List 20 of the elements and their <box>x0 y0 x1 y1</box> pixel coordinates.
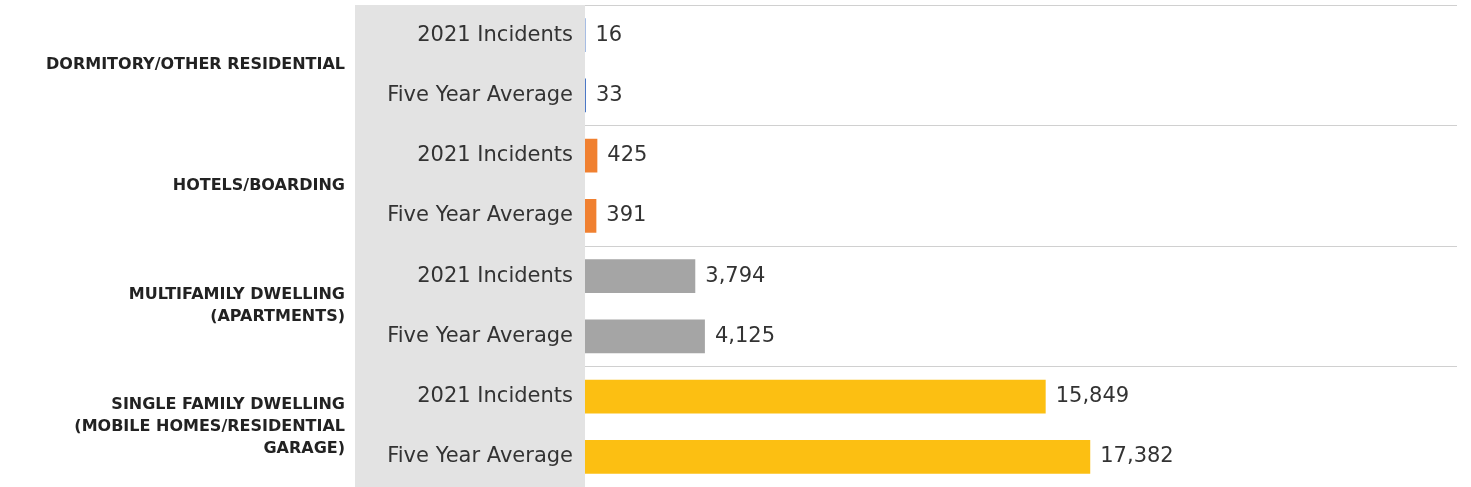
y-tick-label: SINGLE FAMILY DWELLING (MOBILE HOMES/RESIDENTIAL GARAGE) <box>74 393 345 457</box>
series-label: Five Year Average <box>387 81 573 106</box>
data-label: 3,794 <box>705 262 766 287</box>
y-tick-label: MULTIFAMILY DWELLING (APARTMENTS) <box>128 284 345 326</box>
text: Five Year Average <box>387 443 573 468</box>
y-tick-label: DORMITORY/OTHER RESIDENTIAL <box>46 54 345 74</box>
text: 2021 Incidents <box>417 262 573 287</box>
data-label: 17,382 <box>1100 443 1174 468</box>
data-label: 15,849 <box>1055 383 1130 408</box>
text: 2021 Incidents <box>417 383 573 408</box>
data-label: 425 <box>607 142 648 167</box>
data-label: 33 <box>595 81 623 106</box>
data-label: 391 <box>606 202 647 227</box>
data-label: 4,125 <box>714 322 776 347</box>
y-tick-label: HOTELS/BOARDING <box>172 174 345 194</box>
text: 2021 Incidents <box>417 142 573 167</box>
series-label: 2021 Incidents <box>417 21 573 46</box>
data-label: 16 <box>595 21 623 46</box>
text: Five Year Average <box>387 202 573 227</box>
text: Five Year Average <box>387 322 573 347</box>
